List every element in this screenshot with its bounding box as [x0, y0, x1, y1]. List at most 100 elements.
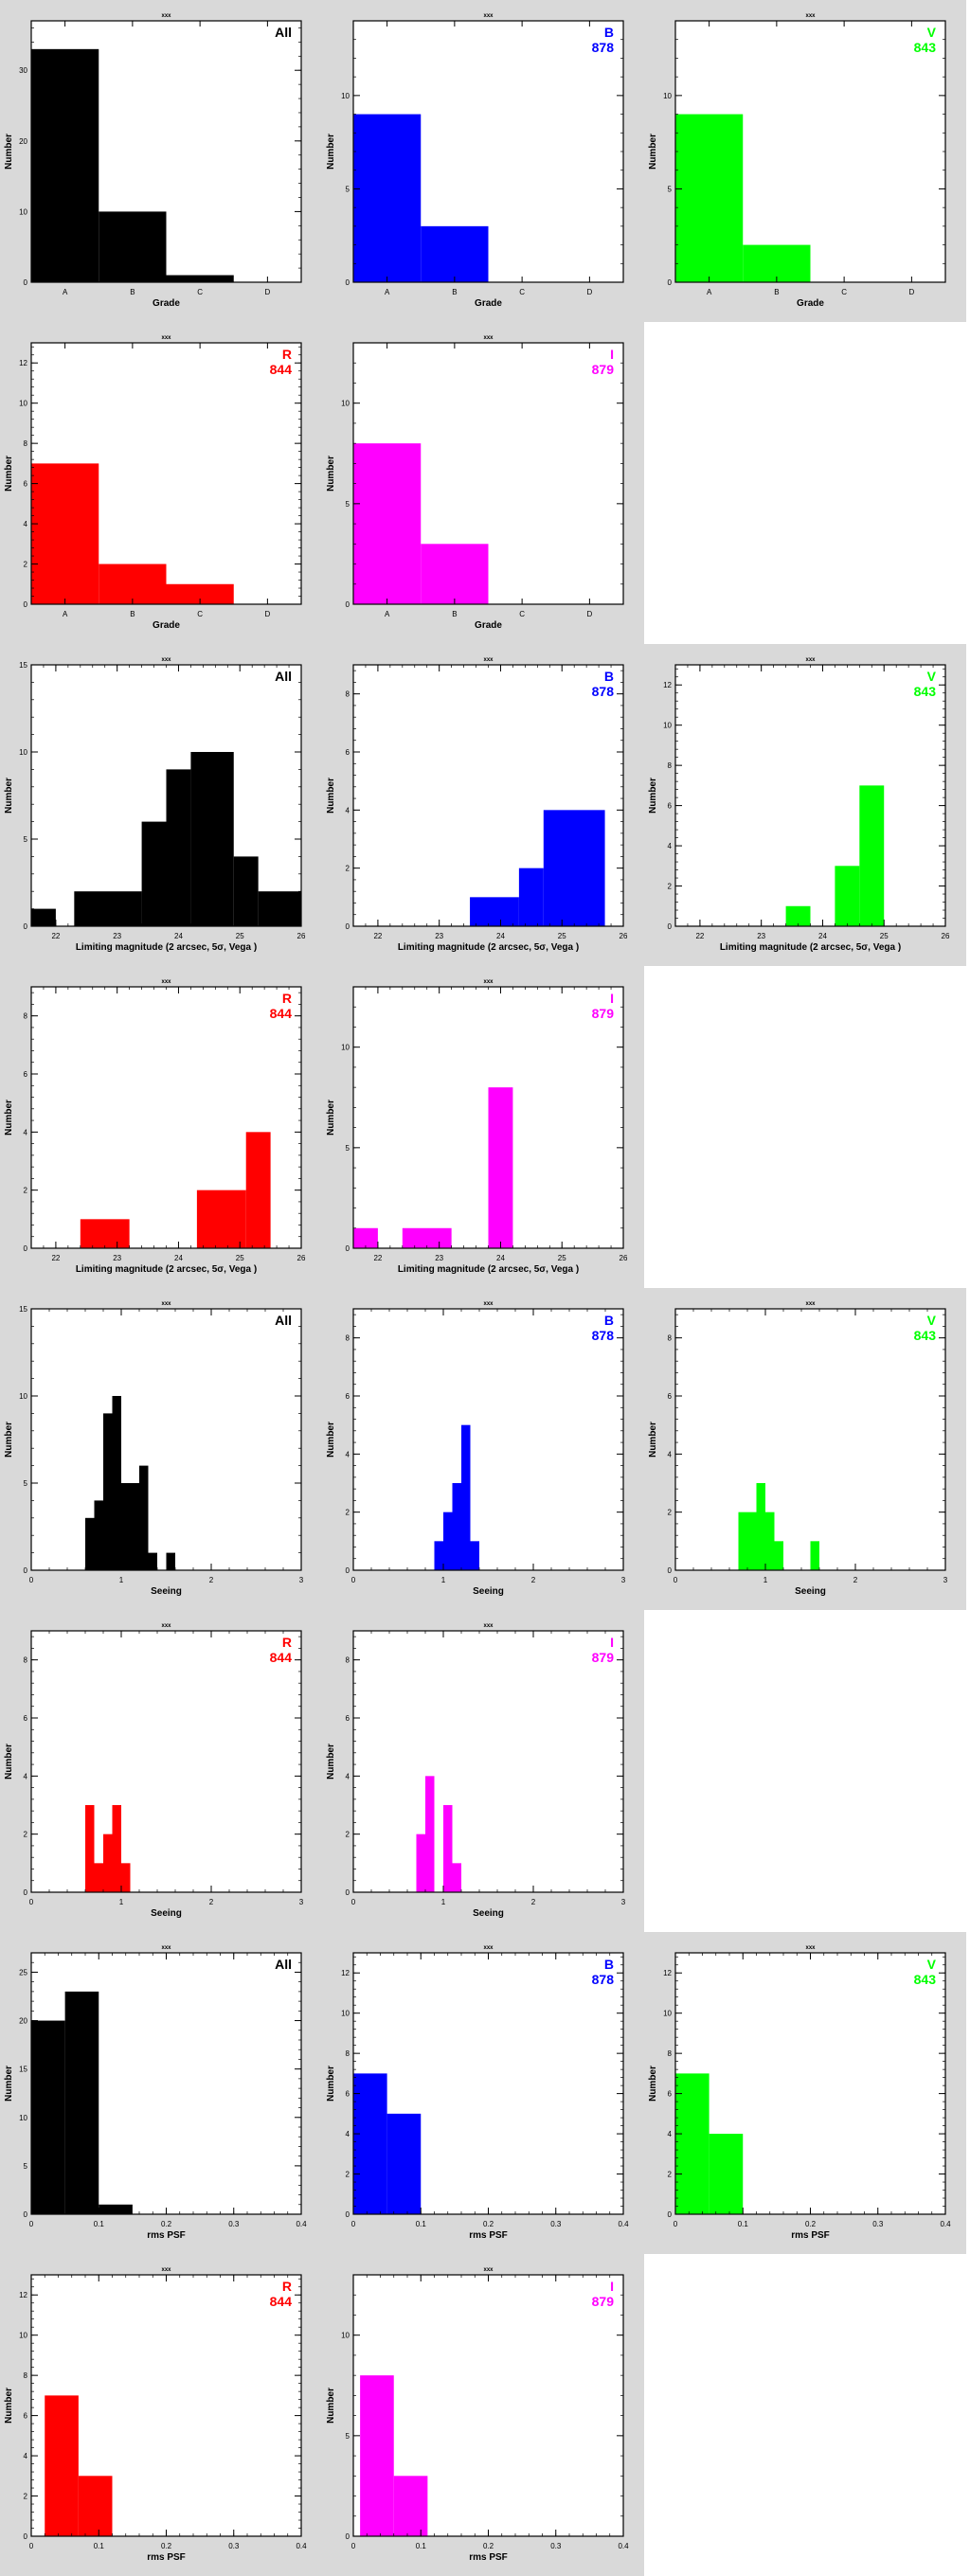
- x-tick-label: 0.2: [483, 2220, 494, 2228]
- y-tick-label: 10: [663, 2010, 672, 2018]
- x-axis-label: Grade: [797, 298, 824, 309]
- y-tick-label: 5: [24, 835, 28, 844]
- y-tick-label: 0: [24, 2210, 28, 2219]
- image-count-label: 879: [592, 2294, 615, 2309]
- y-tick-label: 15: [19, 661, 27, 670]
- chart-title: xxx: [483, 1623, 494, 1629]
- x-tick-label: 2: [853, 1576, 858, 1584]
- histogram-bar: [488, 1087, 513, 1248]
- histogram-bar: [85, 1805, 95, 1892]
- x-tick-label: 23: [435, 1254, 443, 1262]
- histogram-bar: [353, 1227, 378, 1248]
- plot-area: [353, 1631, 623, 1892]
- x-tick-label: A: [707, 288, 712, 296]
- y-tick-label: 8: [346, 690, 350, 699]
- band-label: R: [282, 347, 292, 362]
- plot-area: [31, 1631, 301, 1892]
- x-tick-label: 25: [558, 1254, 566, 1262]
- x-tick-label: 3: [299, 1576, 304, 1584]
- histogram-bar: [64, 1991, 99, 2214]
- y-tick-label: 10: [19, 2332, 27, 2340]
- x-tick-label: 0: [674, 2220, 678, 2228]
- x-tick-label: 0.1: [416, 2542, 427, 2550]
- y-tick-label: 10: [341, 1044, 350, 1052]
- y-axis-label: Number: [326, 134, 336, 170]
- x-tick-label: 0.4: [296, 2542, 307, 2550]
- x-axis-label: Grade: [153, 298, 180, 309]
- y-tick-label: 0: [24, 1566, 28, 1575]
- x-tick-label: 0: [29, 2220, 34, 2228]
- y-tick-label: 2: [346, 1831, 350, 1839]
- y-tick-label: 4: [346, 1450, 350, 1458]
- x-tick-label: 2: [209, 1576, 214, 1584]
- x-tick-label: 22: [695, 932, 704, 940]
- x-tick-label: 0.3: [228, 2542, 240, 2550]
- x-tick-label: 0.3: [872, 2220, 884, 2228]
- y-axis-label: Number: [326, 456, 336, 492]
- y-tick-label: 5: [346, 500, 350, 509]
- y-tick-label: 0: [24, 1888, 28, 1897]
- y-tick-label: 8: [668, 2049, 673, 2058]
- x-tick-label: 24: [496, 1254, 505, 1262]
- y-tick-label: 2: [346, 865, 350, 873]
- histogram-panel-7-0: 0 0.1 0.2 0.3 0.4 0 2 4 6 8 10 12 xxx Number rms PSF R8…: [0, 2254, 322, 2576]
- image-count-label: 844: [270, 1650, 293, 1665]
- chart-title: xxx: [483, 13, 494, 19]
- y-tick-label: 0: [346, 1566, 350, 1575]
- x-tick-label: 2: [531, 1898, 536, 1906]
- x-axis-label: Limiting magnitude (2 arcsec, 5σ, Vega ): [398, 942, 579, 953]
- x-tick-label: 23: [435, 932, 443, 940]
- y-axis-label: Number: [326, 1100, 336, 1136]
- plot-frame: [30, 1308, 302, 1571]
- x-tick-label: D: [586, 610, 592, 618]
- y-tick-label: 0: [668, 2210, 673, 2219]
- y-axis-label: Number: [4, 456, 14, 492]
- y-tick-label: 10: [19, 207, 27, 216]
- y-tick-label: 5: [346, 2432, 350, 2441]
- y-tick-label: 6: [668, 802, 673, 811]
- y-tick-label: 6: [346, 1714, 350, 1723]
- y-tick-label: 6: [24, 2412, 28, 2421]
- histogram-bar: [353, 443, 422, 604]
- histogram-bar: [470, 897, 519, 926]
- x-tick-label: 26: [942, 932, 950, 940]
- histogram-bar: [99, 211, 167, 282]
- histogram-bar: [543, 810, 605, 926]
- x-tick-label: C: [197, 610, 203, 618]
- y-axis-label: Number: [4, 134, 14, 170]
- y-tick-label: 4: [346, 806, 350, 814]
- band-label: V: [927, 1313, 937, 1328]
- x-tick-label: 25: [880, 932, 889, 940]
- x-tick-label: 3: [299, 1898, 304, 1906]
- x-tick-label: 1: [119, 1576, 124, 1584]
- plot-area: [675, 665, 945, 926]
- y-tick-label: 20: [19, 2017, 27, 2026]
- x-tick-label: 1: [441, 1898, 446, 1906]
- x-axis-label: rms PSF: [147, 2552, 186, 2563]
- histogram-bar: [112, 1396, 121, 1570]
- x-tick-label: 0.1: [416, 2220, 427, 2228]
- x-tick-label: 0: [29, 1898, 34, 1906]
- chart-title: xxx: [483, 979, 494, 985]
- x-tick-label: D: [264, 610, 270, 618]
- histogram-bar: [785, 905, 811, 926]
- histogram-panel-6-1: 0 0.1 0.2 0.3 0.4 0 2 4 6 8 10 12 xxx Number rms PSF B8…: [322, 1932, 644, 2254]
- histogram-bar: [774, 1541, 783, 1570]
- band-label: B: [604, 1313, 614, 1328]
- histogram-panel-2-0: 22 23 24 25 26 0 5 10 15 xxx Number Limiting magnit…: [0, 644, 322, 966]
- x-tick-label: C: [197, 288, 203, 296]
- histogram-panel-0-0: A B C D 0 10 20 30 xxx Number Grade All: [0, 0, 322, 322]
- y-tick-label: 2: [668, 1509, 673, 1517]
- chart-title: xxx: [161, 1301, 171, 1307]
- x-tick-label: B: [774, 288, 779, 296]
- plot-area: [675, 1309, 945, 1570]
- x-tick-label: 0.2: [161, 2542, 172, 2550]
- x-tick-label: 25: [236, 932, 244, 940]
- y-tick-label: 15: [19, 2066, 27, 2074]
- image-count-label: 879: [592, 1006, 615, 1021]
- y-tick-label: 4: [346, 1772, 350, 1780]
- y-tick-label: 6: [24, 480, 28, 489]
- y-tick-label: 6: [346, 748, 350, 757]
